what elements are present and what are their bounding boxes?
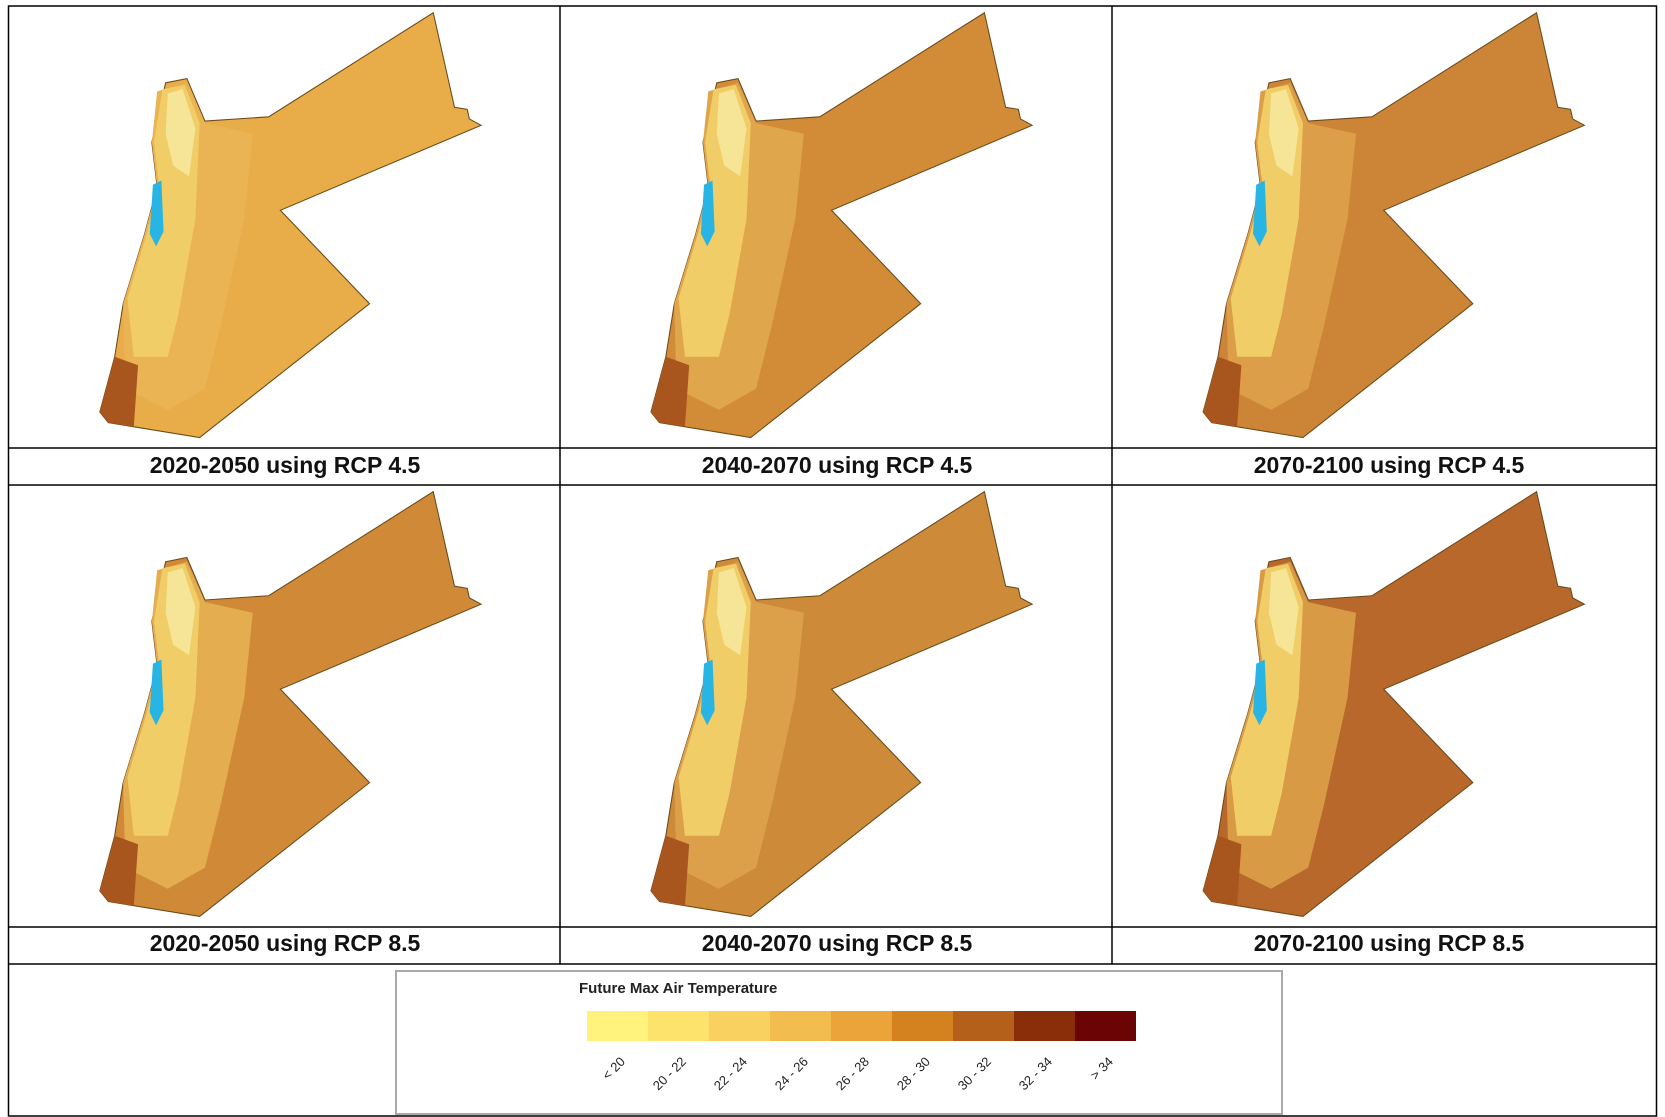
- legend-box: [396, 971, 1282, 1114]
- panel-caption: 2020-2050 using RCP 8.5: [150, 930, 421, 956]
- legend-swatch: [709, 1011, 770, 1041]
- map: [651, 492, 1032, 917]
- map: [1203, 492, 1584, 917]
- map: [1203, 13, 1584, 438]
- panel-caption: 2020-2050 using RCP 4.5: [150, 452, 421, 478]
- legend-swatch: [892, 1011, 953, 1041]
- legend-title: Future Max Air Temperature: [579, 980, 777, 997]
- legend-swatch: [1075, 1011, 1136, 1041]
- panel-caption: 2040-2070 using RCP 8.5: [702, 930, 973, 956]
- southwest-zone: [100, 357, 138, 427]
- legend-swatch: [770, 1011, 831, 1041]
- panel-caption: 2040-2070 using RCP 4.5: [702, 452, 973, 478]
- southwest-zone: [651, 836, 689, 906]
- figure: Future Max Air Temperature < 2020 - 2222…: [0, 0, 1665, 1117]
- legend-swatch: [587, 1011, 648, 1041]
- southwest-zone: [1203, 357, 1241, 427]
- southwest-zone: [651, 357, 689, 427]
- panel-caption: 2070-2100 using RCP 4.5: [1254, 452, 1525, 478]
- panel-caption: 2070-2100 using RCP 8.5: [1254, 930, 1525, 956]
- legend-swatch: [648, 1011, 709, 1041]
- map: [100, 492, 481, 917]
- page: Future Max Air Temperature < 2020 - 2222…: [0, 0, 1665, 1117]
- southwest-zone: [1203, 836, 1241, 906]
- map: [651, 13, 1032, 438]
- southwest-zone: [100, 836, 138, 906]
- legend-swatch: [953, 1011, 1014, 1041]
- legend-swatch: [1014, 1011, 1075, 1041]
- legend-swatch: [831, 1011, 892, 1041]
- map: [100, 13, 481, 438]
